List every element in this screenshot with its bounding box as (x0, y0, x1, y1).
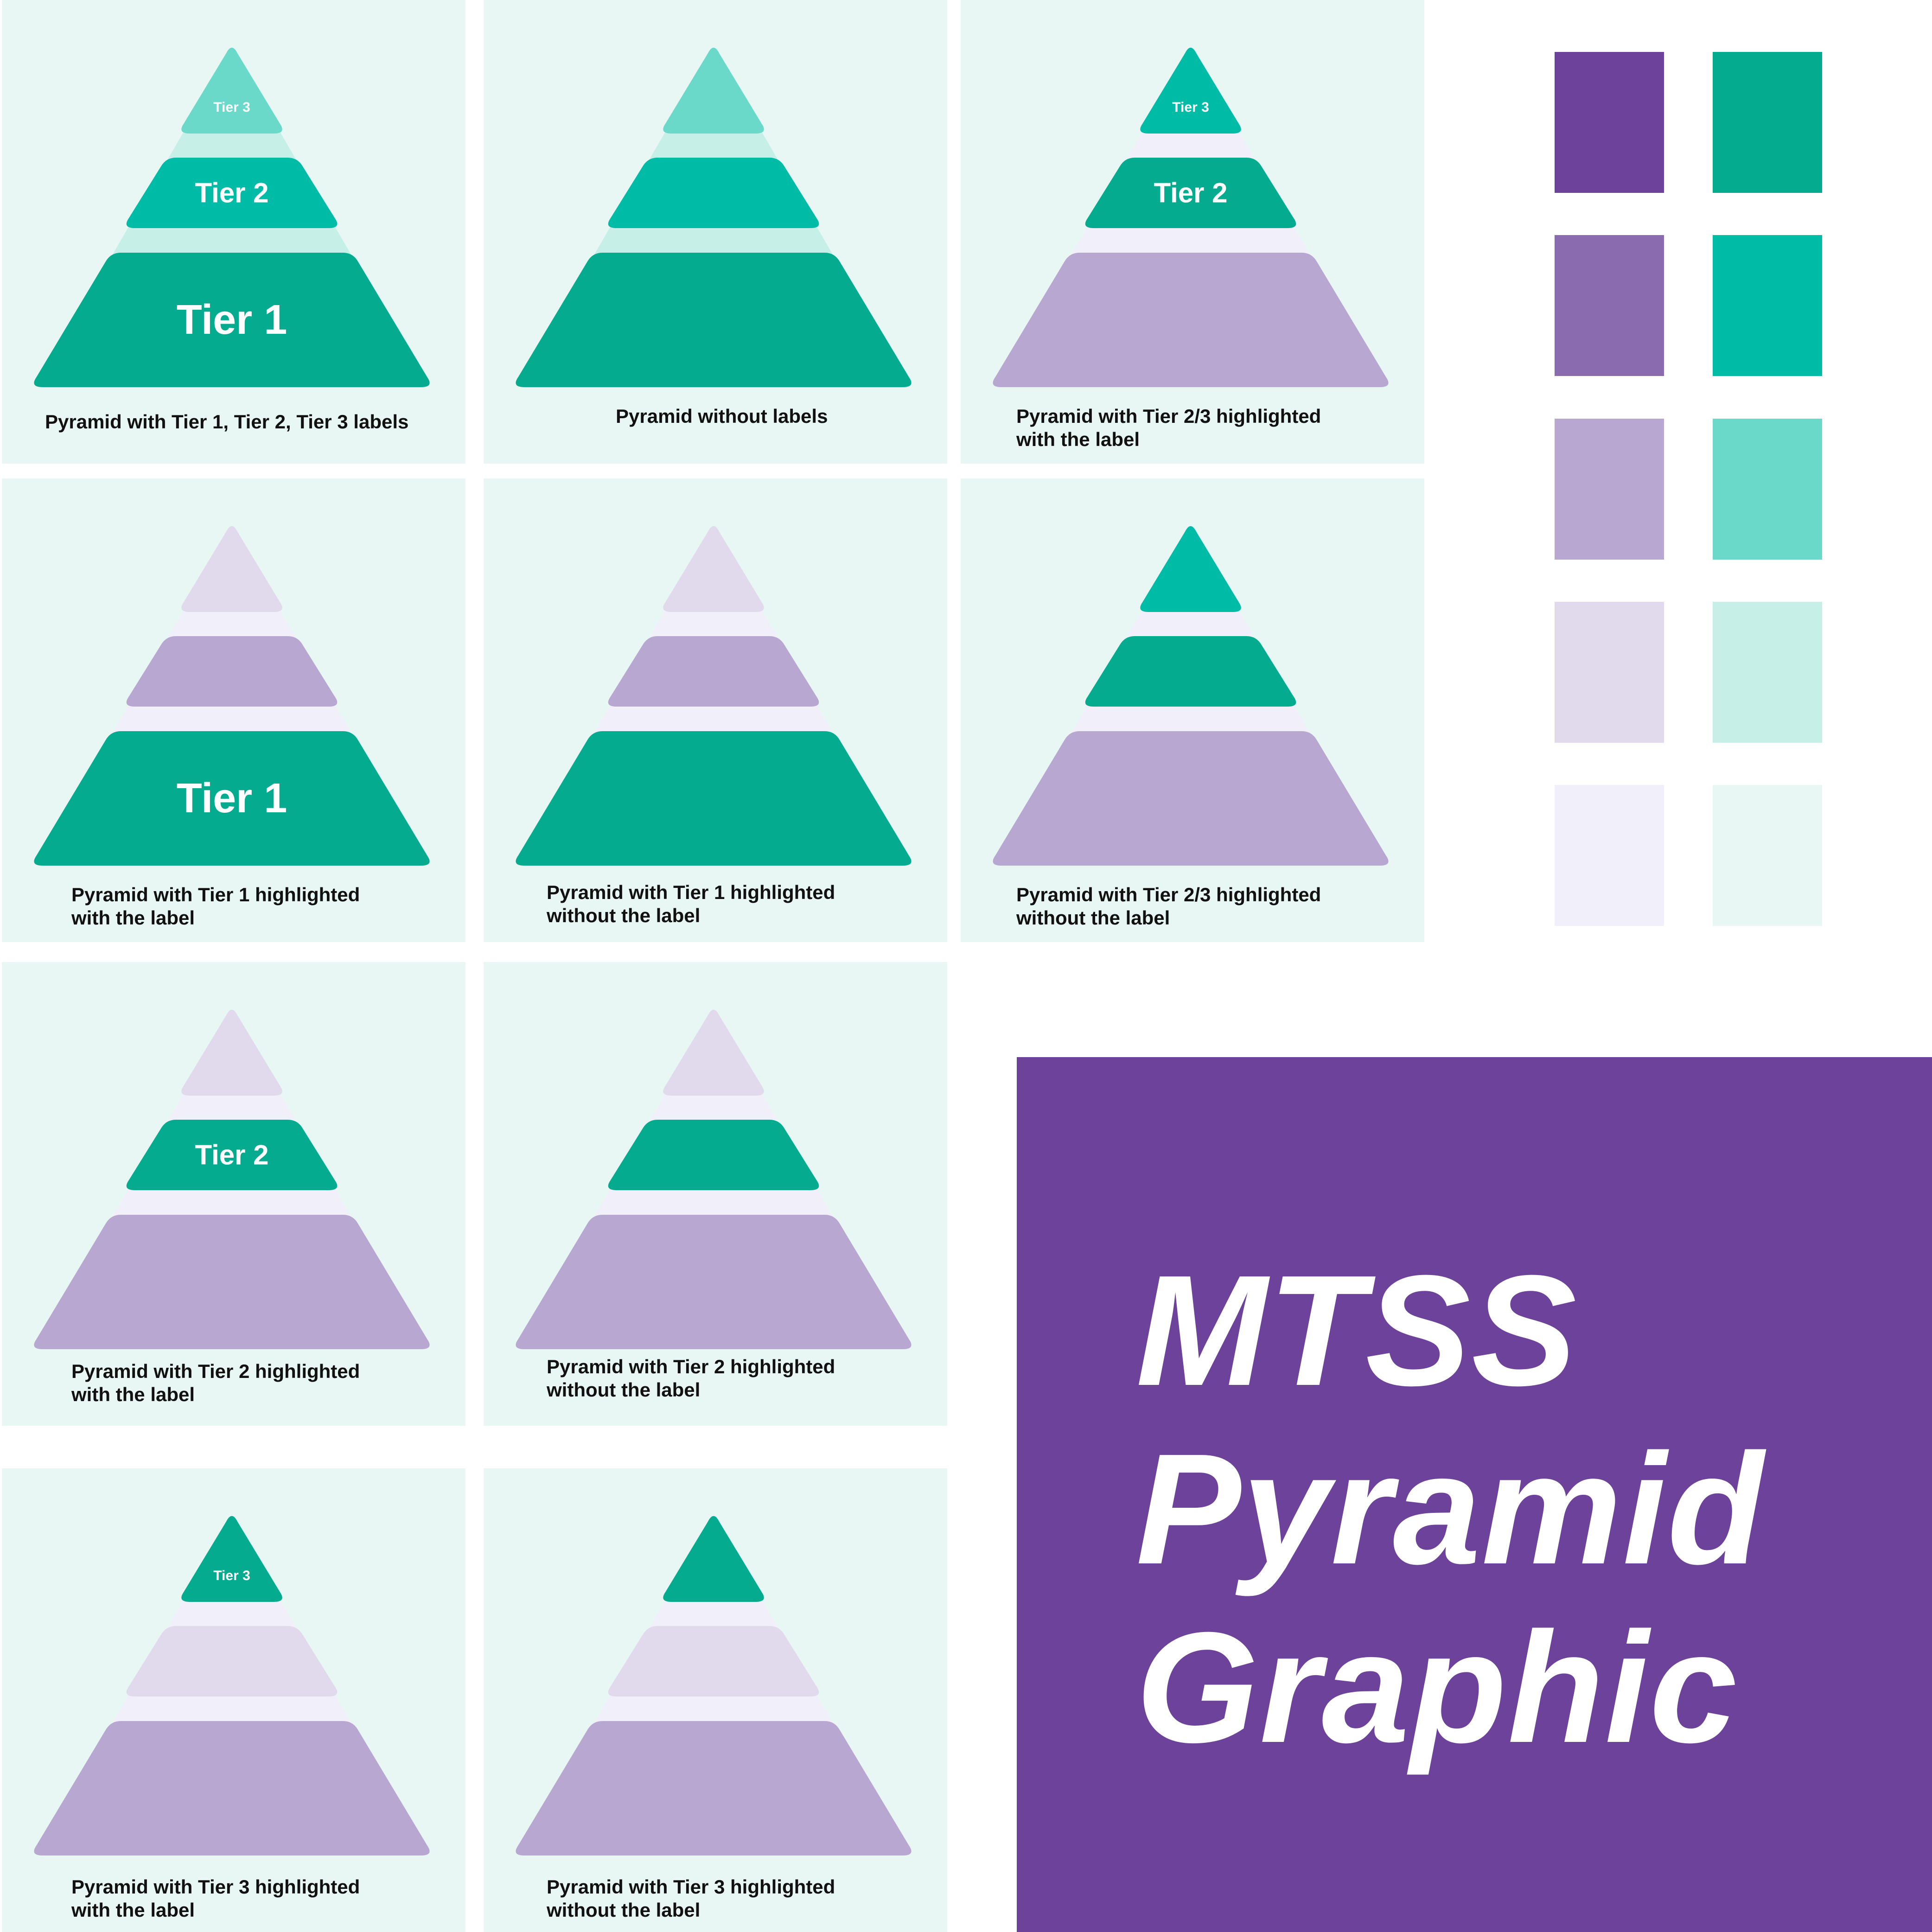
swatch-purple-3 (1555, 419, 1664, 560)
panel-caption: Pyramid with Tier 1 highlighted without … (547, 881, 835, 926)
pyramid-graphic: Tier 1 (34, 526, 430, 866)
pyramid-tier3-band (181, 1009, 282, 1096)
panel-caption: Pyramid with Tier 1, Tier 2, Tier 3 labe… (45, 411, 409, 433)
pyramid-tier1-band (516, 253, 912, 387)
panel-caption: Pyramid with Tier 2 highlighted with the… (71, 1360, 360, 1405)
pyramid-panel-tier2-with-label: Tier 2 Pyramid with Tier 2 highlighted w… (2, 962, 465, 1426)
pyramid-tier2-band (126, 636, 338, 707)
swatch-purple-2 (1555, 235, 1664, 376)
title-line-2: Pyramid (1136, 1421, 1765, 1597)
pyramid-tier2-band (1085, 636, 1296, 707)
swatch-purple-1 (1555, 52, 1664, 193)
pyramid-tier3-band (181, 526, 282, 612)
pyramid-panel-tier2-without-label: Pyramid with Tier 2 highlighted without … (484, 962, 947, 1426)
pyramid-panel-tier3-without-label: Pyramid with Tier 3 highlighted without … (484, 1468, 947, 1932)
pyramid-tier1-band (34, 1215, 430, 1349)
pyramid-tier2-label: Tier 2 (1154, 178, 1228, 209)
panel-caption: Pyramid with Tier 3 highlighted with the… (71, 1876, 360, 1921)
pyramid-graphic: Tier 2 Tier 3 (993, 47, 1389, 387)
pyramid-graphic (516, 1009, 912, 1349)
pyramid-tier2-band (126, 1120, 338, 1190)
pyramid-tier3-label: Tier 3 (1172, 100, 1209, 115)
swatch-teal-2 (1713, 235, 1822, 376)
pyramid-tier1-band (34, 731, 430, 866)
panel-caption: Pyramid with Tier 3 highlighted without … (547, 1876, 835, 1921)
pyramid-panel-no-labels: Pyramid without labels (484, 0, 947, 464)
pyramid-tier3-band (663, 526, 764, 612)
pyramid-tier1-band (516, 1215, 912, 1349)
pyramid-tier3-band (1140, 47, 1241, 134)
pyramid-tier1-label: Tier 1 (177, 297, 287, 343)
pyramid-tier3-band (1140, 526, 1241, 612)
panel-caption: Pyramid with Tier 2/3 highlighted withou… (1016, 884, 1321, 929)
swatch-teal-1 (1713, 52, 1822, 193)
pyramid-tier1-label: Tier 1 (177, 775, 287, 822)
panel-caption: Pyramid with Tier 1 highlighted with the… (71, 884, 360, 929)
panel-caption: Pyramid without labels (616, 405, 828, 427)
pyramid-tier3-band (663, 1516, 764, 1602)
pyramid-tier2-band (608, 158, 819, 228)
pyramid-tier2-band (126, 1626, 338, 1696)
pyramid-graphic: Tier 1 Tier 2 Tier 3 (34, 47, 430, 387)
swatch-purple-5 (1555, 785, 1664, 926)
pyramid-tier3-label: Tier 3 (213, 1568, 250, 1583)
swatch-purple-4 (1555, 602, 1664, 743)
pyramid-tier2-band (1085, 158, 1296, 228)
pyramid-tier2-label: Tier 2 (195, 1140, 269, 1171)
pyramid-tier1-band (993, 731, 1389, 866)
swatch-teal-3 (1713, 419, 1822, 560)
pyramid-tier2-label: Tier 2 (195, 178, 269, 209)
pyramid-tier3-band (181, 1516, 282, 1602)
title-line-1: MTSS (1136, 1243, 1578, 1419)
pyramid-graphic (993, 526, 1389, 866)
pyramid-graphic: Tier 3 (34, 1516, 430, 1855)
pyramid-panel-tier3-with-label: Tier 3 Pyramid with Tier 3 highlighted w… (2, 1468, 465, 1932)
pyramid-graphic: Tier 2 (34, 1009, 430, 1349)
pyramid-panel-tier1-with-label: Tier 1 Pyramid with Tier 1 highlighted w… (2, 478, 465, 942)
pyramid-panel-tier23-with-label: Tier 2 Tier 3 Pyramid with Tier 2/3 highl… (961, 0, 1424, 464)
title-line-3: Graphic (1136, 1600, 1738, 1776)
pyramid-tier1-band (516, 1721, 912, 1855)
panel-caption: Pyramid with Tier 2 highlighted without … (547, 1356, 835, 1401)
pyramid-panel-tier1-without-label: Pyramid with Tier 1 highlighted without … (484, 478, 947, 942)
pyramid-tier2-band (126, 158, 338, 228)
pyramid-tier3-band (663, 47, 764, 134)
pyramid-tier1-band (34, 1721, 430, 1855)
pyramid-tier2-band (608, 636, 819, 707)
pyramid-tier1-band (34, 253, 430, 387)
pyramid-graphic (516, 1516, 912, 1855)
pyramid-tier3-band (181, 47, 282, 134)
pyramid-graphic (516, 526, 912, 866)
swatch-teal-4 (1713, 602, 1822, 743)
pyramid-panel-tier23-without-label: Pyramid with Tier 2/3 highlighted withou… (961, 478, 1424, 942)
pyramid-tier3-label: Tier 3 (213, 100, 250, 115)
title-box (1017, 1057, 1932, 1932)
pyramid-tier1-band (516, 731, 912, 866)
swatch-teal-5 (1713, 785, 1822, 926)
pyramid-graphic (516, 47, 912, 387)
pyramid-panel-all-labels: Tier 1 Tier 2 Tier 3 Pyramid with Tier 1, … (2, 0, 465, 464)
pyramid-tier3-band (663, 1009, 764, 1096)
pyramid-tier2-band (608, 1120, 819, 1190)
pyramid-tier2-band (608, 1626, 819, 1696)
pyramid-tier1-band (993, 253, 1389, 387)
panel-caption: Pyramid with Tier 2/3 highlighted with t… (1016, 405, 1321, 450)
